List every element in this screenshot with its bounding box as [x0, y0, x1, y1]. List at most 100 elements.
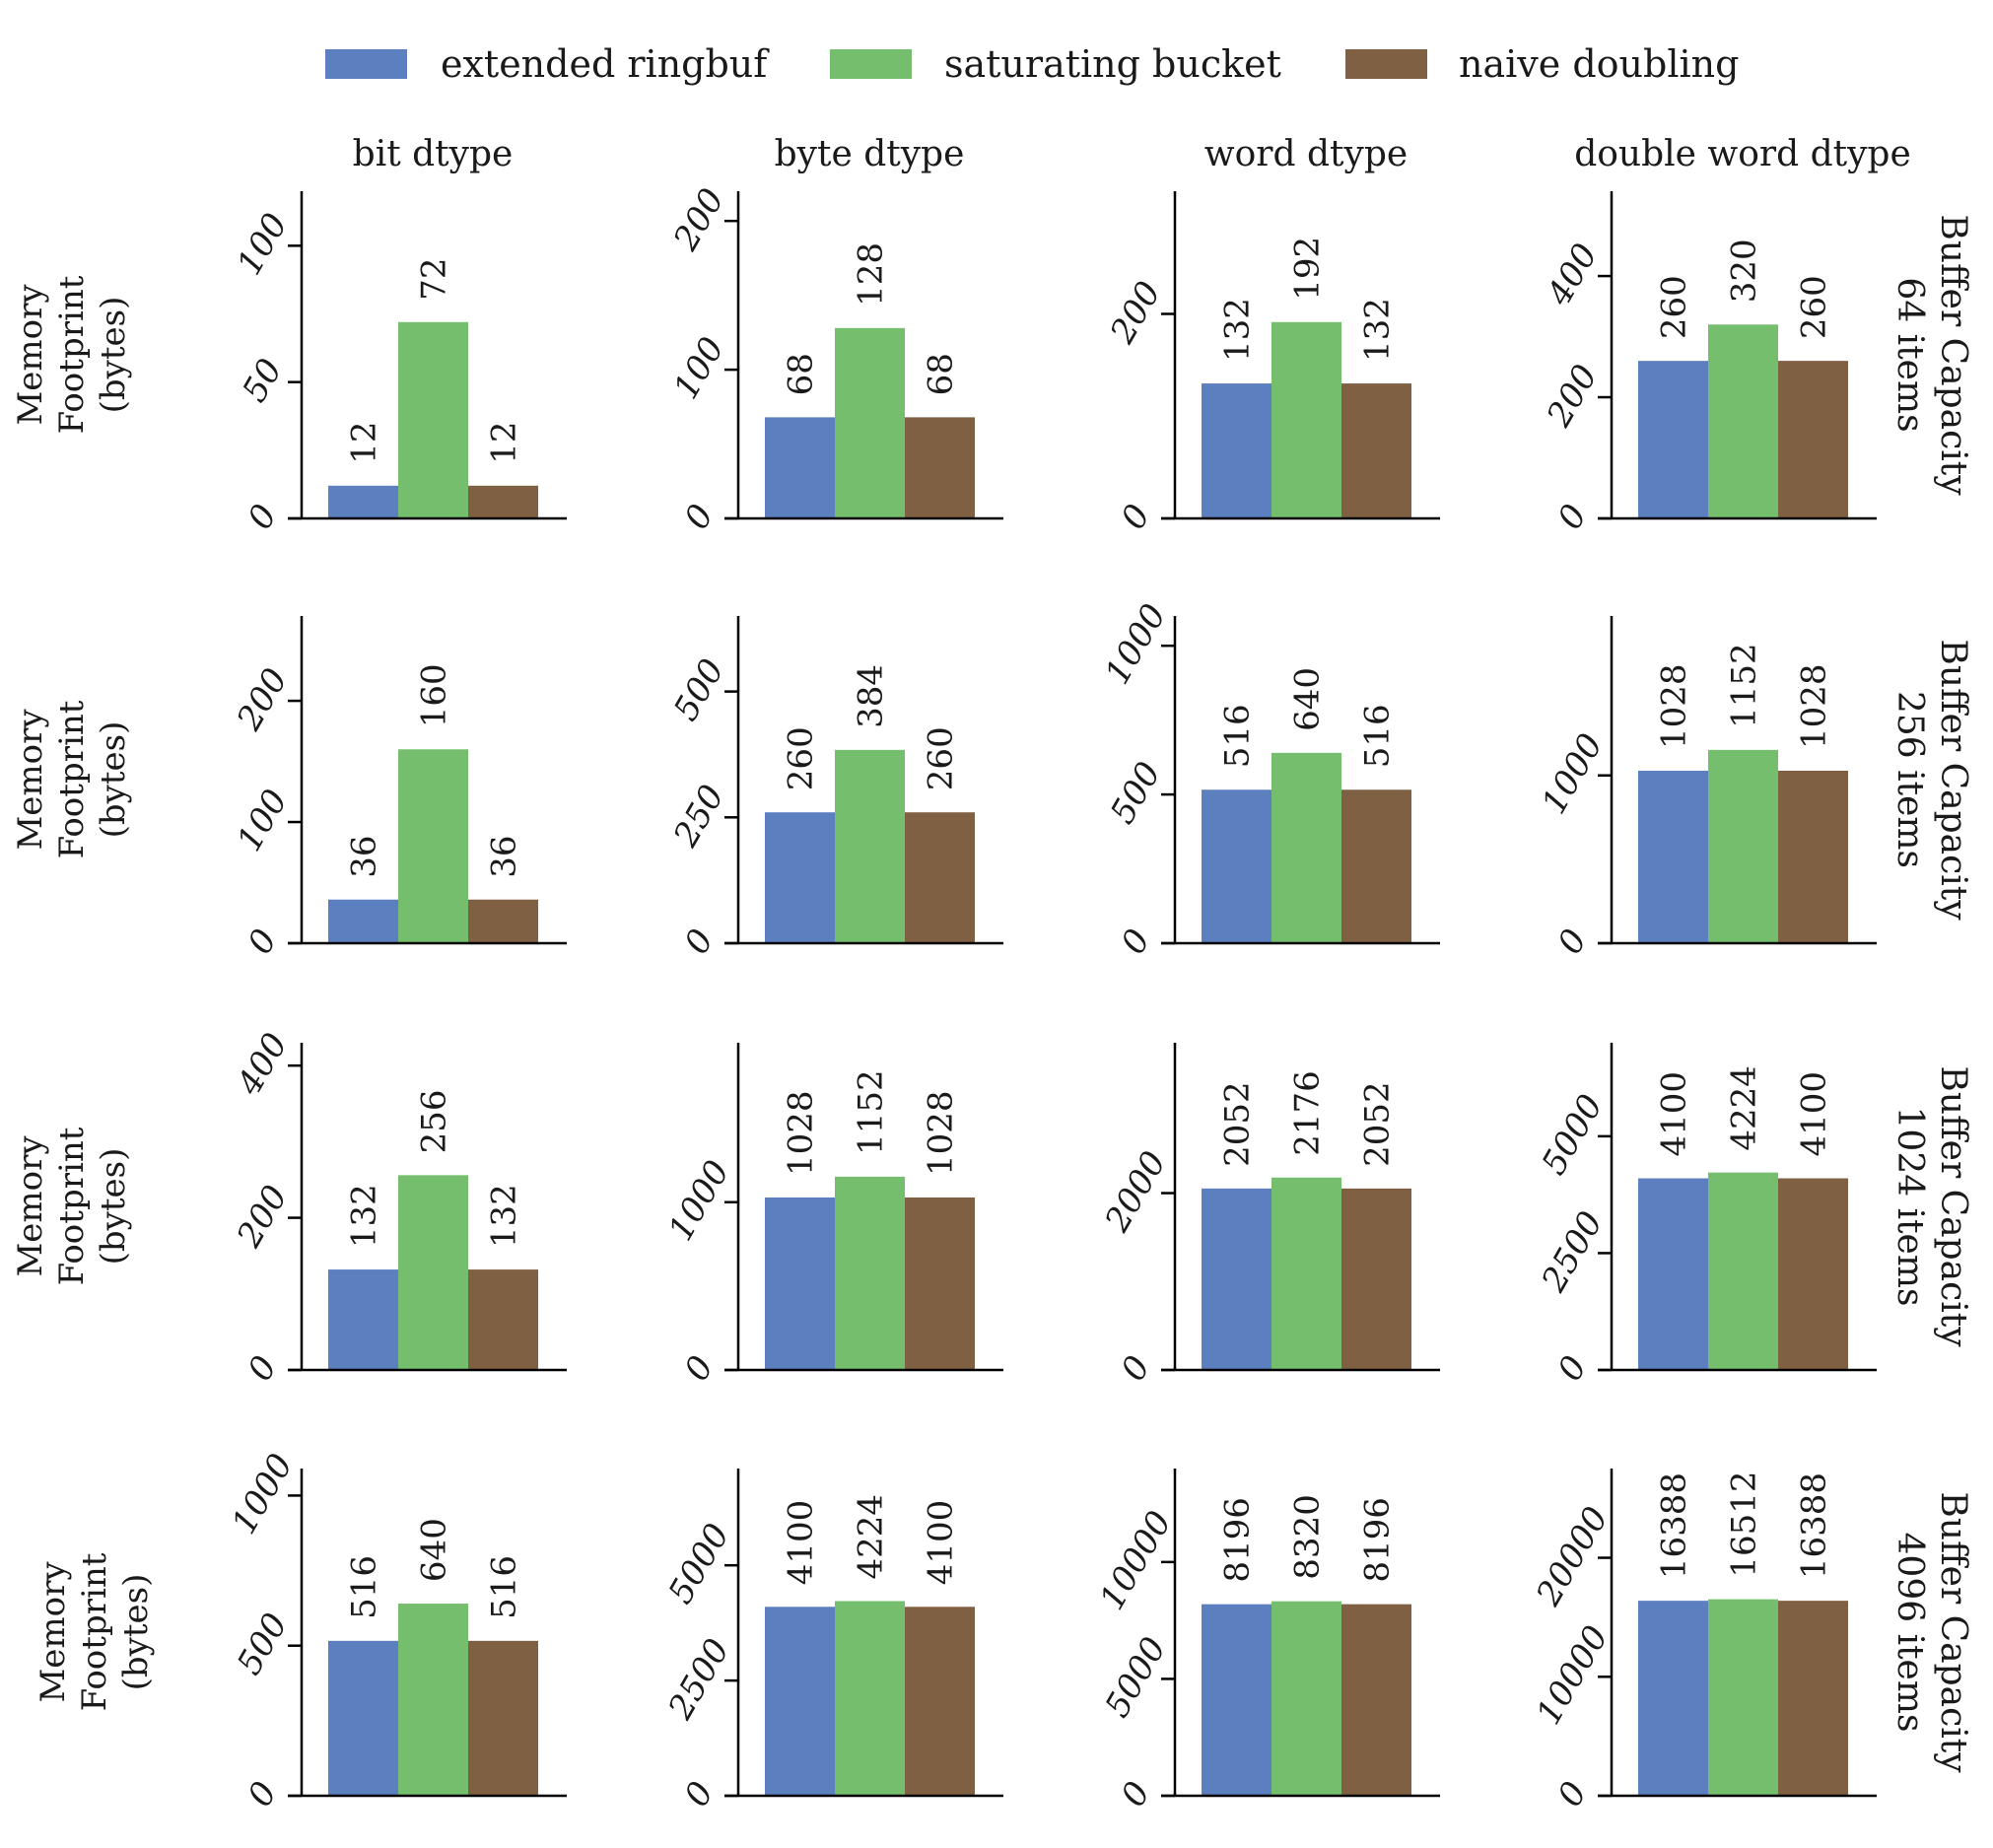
y-axis-label-line: Footprint — [52, 1127, 92, 1285]
y-axis-label-line: Footprint — [52, 275, 92, 434]
bar-extended-ringbuf — [1202, 383, 1271, 518]
bar-saturating-bucket — [835, 749, 905, 943]
y-tick-label: 0 — [677, 498, 722, 536]
legend-swatch-2 — [1345, 49, 1427, 79]
bar-value-label: 516 — [485, 1555, 524, 1619]
bar-extended-ringbuf — [328, 899, 398, 943]
bar-extended-ringbuf — [1638, 1178, 1708, 1370]
column-title-1: byte dtype — [775, 134, 965, 174]
bar-extended-ringbuf — [1202, 1604, 1271, 1796]
bar-value-label: 4100 — [1655, 1071, 1694, 1157]
bar-naive-doubling — [1341, 1604, 1411, 1796]
bar-value-label: 128 — [852, 242, 891, 307]
bar-saturating-bucket — [835, 1176, 905, 1370]
bar-naive-doubling — [905, 417, 975, 518]
y-axis-label-3: Memory Footprint (bytes) — [34, 1552, 156, 1711]
y-tick-label: 0 — [241, 923, 285, 961]
row-title-line1: Buffer Capacity — [1933, 1065, 1973, 1347]
bar-value-label: 516 — [1218, 704, 1258, 768]
bar-value-label: 16388 — [1795, 1472, 1834, 1579]
bar-value-label: 68 — [782, 353, 821, 395]
bar-value-label: 320 — [1725, 239, 1764, 303]
y-axis-label-line: (bytes) — [94, 1148, 133, 1266]
legend-swatch-0 — [325, 49, 407, 79]
y-axis-label-2: Memory Footprint (bytes) — [11, 1127, 133, 1285]
y-tick-label: 5000 — [661, 1517, 738, 1610]
legend: extended ringbuf saturating bucket naive d… — [325, 42, 1739, 86]
y-tick-label: 1000 — [1098, 597, 1175, 691]
y-axis-label-line: (bytes) — [94, 297, 133, 414]
bar-naive-doubling — [1341, 383, 1411, 518]
bar-value-label: 1028 — [922, 1090, 961, 1176]
y-tick-label: 200 — [1539, 358, 1606, 434]
panel-r1-c3: 1028 1152 1028 0 1000 — [1535, 616, 1877, 961]
bar-extended-ringbuf — [1202, 789, 1271, 943]
y-tick-label: 0 — [1550, 923, 1595, 961]
bar-value-label: 640 — [1288, 667, 1328, 731]
bar-extended-ringbuf — [328, 485, 398, 518]
bar-saturating-bucket — [1708, 749, 1778, 943]
y-tick-label: 0 — [677, 923, 722, 961]
y-tick-label: 200 — [1102, 275, 1169, 351]
column-title-0: bit dtype — [353, 134, 514, 174]
y-tick-label: 500 — [666, 652, 732, 727]
panel-r3-c2: 8196 8320 8196 0 5000 10000 — [1092, 1469, 1440, 1814]
y-axis-label-line: (bytes) — [94, 721, 133, 839]
y-axis-label-line: Footprint — [75, 1552, 114, 1711]
bar-naive-doubling — [1341, 1188, 1411, 1370]
bar-value-label: 12 — [345, 422, 384, 464]
bar-saturating-bucket — [398, 1604, 468, 1796]
y-tick-label: 10000 — [1092, 1505, 1180, 1617]
y-tick-label: 1000 — [661, 1154, 738, 1248]
y-tick-label: 0 — [1114, 498, 1158, 536]
bar-value-label: 516 — [345, 1555, 384, 1619]
bar-value-label: 260 — [782, 726, 821, 790]
row-title-line1: Buffer Capacity — [1933, 1491, 1973, 1773]
y-tick-label: 0 — [1550, 1349, 1595, 1388]
bar-value-label: 256 — [415, 1089, 454, 1153]
bar-naive-doubling — [905, 1197, 975, 1370]
y-axis-label-1: Memory Footprint (bytes) — [11, 700, 133, 858]
bar-value-label: 16512 — [1725, 1471, 1764, 1577]
bar-value-label: 1028 — [782, 1090, 821, 1176]
bar-value-label: 132 — [1218, 298, 1258, 362]
y-tick-label: 400 — [1539, 237, 1606, 312]
y-tick-label: 100 — [666, 330, 732, 405]
y-tick-label: 0 — [677, 1775, 722, 1814]
y-tick-label: 0 — [1114, 1775, 1158, 1814]
panel-r0-c1: 68 128 68 0 100 200 — [665, 182, 1003, 536]
bar-saturating-bucket — [398, 321, 468, 518]
bar-value-label: 160 — [415, 663, 454, 727]
legend-label-2: naive doubling — [1459, 42, 1739, 86]
panel-r1-c1: 260 384 260 0 250 500 — [665, 616, 1003, 961]
bar-saturating-bucket — [1271, 1177, 1341, 1370]
bar-saturating-bucket — [1271, 1601, 1341, 1796]
bar-naive-doubling — [468, 899, 538, 943]
bar-naive-doubling — [1778, 1601, 1848, 1796]
bar-value-label: 1028 — [1655, 663, 1694, 749]
bar-value-label: 68 — [922, 353, 961, 395]
y-tick-label: 0 — [1550, 498, 1595, 536]
y-axis-label-line: Memory — [34, 1561, 73, 1703]
y-tick-label: 0 — [1114, 923, 1158, 961]
panel-r0-c2: 132 192 132 0 200 — [1102, 191, 1440, 536]
bar-value-label: 36 — [485, 835, 524, 877]
bar-value-label: 12 — [485, 422, 524, 464]
y-axis-label-line: Footprint — [52, 700, 92, 858]
bar-saturating-bucket — [398, 749, 468, 943]
bar-naive-doubling — [1341, 789, 1411, 943]
y-tick-label: 1000 — [1535, 727, 1612, 821]
bar-value-label: 132 — [345, 1184, 384, 1248]
y-tick-label: 250 — [665, 779, 732, 855]
bar-extended-ringbuf — [328, 1269, 398, 1370]
bar-naive-doubling — [905, 1607, 975, 1796]
y-tick-label: 500 — [230, 1607, 296, 1681]
bar-value-label: 2052 — [1218, 1081, 1258, 1167]
y-tick-label: 1000 — [225, 1447, 302, 1540]
y-tick-label: 100 — [230, 783, 296, 857]
bar-value-label: 36 — [345, 835, 384, 877]
